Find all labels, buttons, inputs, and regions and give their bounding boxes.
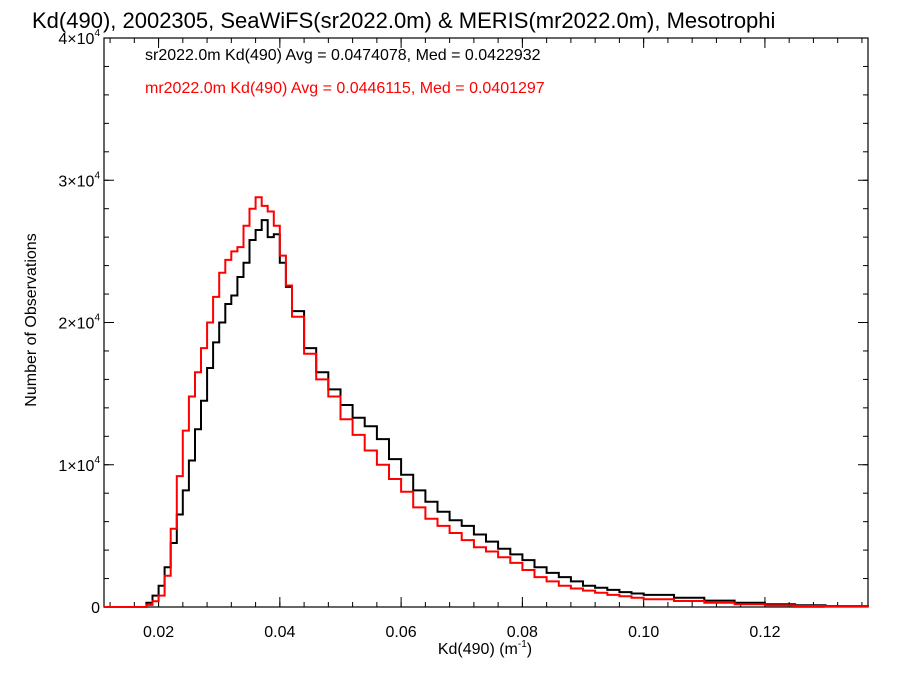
y-tick-label-exp: 4 <box>94 455 100 466</box>
y-tick-label: 3×104 <box>58 170 100 190</box>
series-sr2022-line <box>104 219 869 608</box>
series-layer <box>104 196 869 608</box>
y-tick-label-exp: 4 <box>94 28 100 39</box>
y-axis-label: Number of Observations <box>23 233 40 406</box>
x-axis: 0.02 0.04 0.06 0.08 0.10 0.12 <box>109 38 863 641</box>
y-tick-label-base: 2×10 <box>58 316 94 333</box>
y-tick-label: 0 <box>91 600 100 617</box>
x-tick-label: 0.10 <box>628 624 659 641</box>
chart-title: Kd(490), 2002305, SeaWiFS(sr2022.0m) & M… <box>32 8 775 33</box>
x-axis-label-sup: -1 <box>518 639 527 650</box>
x-axis-label-text: Kd(490) (m <box>438 641 518 658</box>
x-tick-label: 0.02 <box>143 624 174 641</box>
y-tick-label-base: 4×10 <box>58 31 94 48</box>
y-tick-label-base: 0 <box>91 600 100 617</box>
y-tick-label-exp: 4 <box>94 313 100 324</box>
y-tick-label-exp: 4 <box>94 170 100 181</box>
annotation-mr2022: mr2022.0m Kd(490) Avg = 0.0446115, Med =… <box>145 80 545 97</box>
y-tick-label: 2×104 <box>58 313 100 333</box>
y-tick-label-base: 3×10 <box>58 173 94 190</box>
y-tick-label: 1×104 <box>58 455 100 475</box>
x-axis-label: Kd(490) (m-1) <box>438 639 532 658</box>
series-mr2022-line <box>104 196 869 608</box>
x-tick-label: 0.08 <box>507 624 538 641</box>
annotation-sr2022: sr2022.0m Kd(490) Avg = 0.0474078, Med =… <box>145 47 541 64</box>
x-axis-label-end: ) <box>527 641 532 658</box>
y-tick-label: 4×104 <box>58 28 100 48</box>
x-tick-label: 0.12 <box>749 624 780 641</box>
x-tick-label: 0.04 <box>264 624 295 641</box>
y-tick-label-base: 1×10 <box>58 458 94 475</box>
x-tick-label: 0.06 <box>386 624 417 641</box>
